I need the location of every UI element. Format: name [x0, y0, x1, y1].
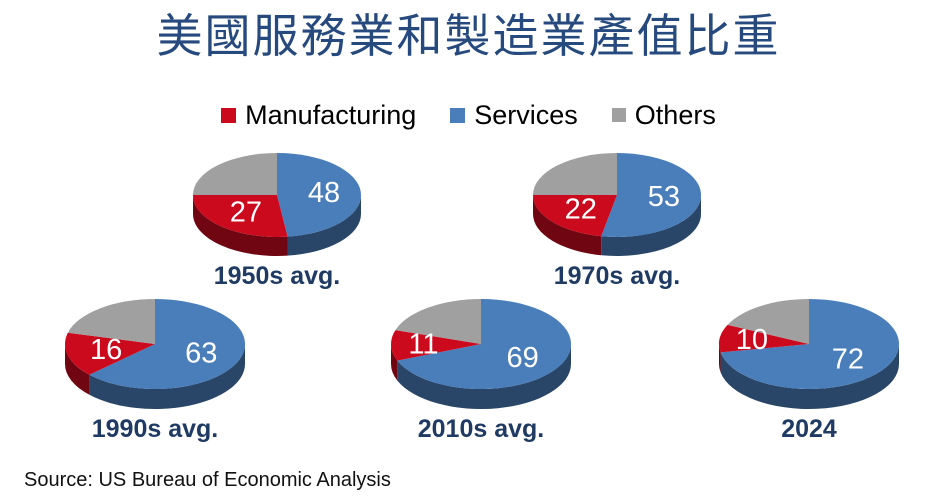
pie-slice-1950s-services[interactable] — [277, 153, 362, 237]
pie-side-1950s-manufacturing — [193, 195, 288, 256]
pie-slice-2024-manufacturing[interactable] — [719, 324, 809, 353]
pie-panel-1990s[interactable]: 63 16 1990s avg. — [58, 292, 252, 444]
pie-panel-1970s[interactable]: 53 22 1970s avg. — [526, 146, 708, 291]
pie-value-1950s-manufacturing: 27 — [230, 196, 262, 228]
page-title: 美國服務業和製造業產值比重 — [156, 9, 781, 63]
pie-slice-1950s-manufacturing[interactable] — [193, 195, 288, 237]
pie-slice-2010s-others[interactable] — [395, 299, 481, 344]
legend-label-services: Services — [474, 100, 578, 130]
pie-caption-2024: 2024 — [781, 415, 837, 443]
legend-item-manufacturing[interactable]: Manufacturing — [221, 100, 416, 130]
pie-value-1970s-services: 53 — [648, 181, 680, 213]
pie-value-2010s-services: 69 — [507, 342, 539, 374]
pie-value-1990s-services: 63 — [185, 338, 217, 370]
pie-panel-2024[interactable]: 72 10 2024 — [712, 292, 906, 444]
pie-slice-1970s-manufacturing[interactable] — [533, 195, 617, 237]
pie-panel-2010s[interactable]: 69 11 2010s avg. — [384, 292, 578, 444]
pie-slice-1990s-services[interactable] — [89, 299, 245, 389]
pie-chart-2024: 72 10 — [719, 299, 899, 410]
legend-label-manufacturing: Manufacturing — [245, 100, 417, 130]
legend-label-others: Others — [634, 100, 716, 130]
pie-slice-2010s-services[interactable] — [397, 299, 571, 389]
pie-slice-1970s-services[interactable] — [601, 153, 701, 237]
pie-side-2010s-services — [397, 344, 571, 409]
pie-slice-1990s-manufacturing[interactable] — [65, 332, 155, 375]
legend-item-services[interactable]: Services — [450, 100, 578, 130]
pie-chart-1970s: 53 22 — [533, 153, 701, 256]
pie-chart-1990s: 63 16 — [65, 299, 245, 409]
pie-panel-1950s[interactable]: 48 27 1950s avg. — [186, 146, 368, 291]
pie-slice-2024-services[interactable] — [720, 299, 899, 389]
pie-side-1990s-manufacturing — [65, 344, 90, 395]
pie-slice-2010s-manufacturing[interactable] — [391, 330, 481, 361]
pie-caption-2010s: 2010s avg. — [417, 415, 545, 443]
pie-caption-1970s: 1970s avg. — [553, 262, 681, 290]
pie-caption-1950s: 1950s avg. — [213, 262, 341, 290]
pie-value-2010s-manufacturing: 11 — [408, 329, 438, 361]
source-note: Source: US Bureau of Economic Analysis — [24, 469, 391, 491]
legend-swatch-others — [611, 108, 626, 122]
pie-value-1970s-manufacturing: 22 — [565, 194, 597, 226]
pie-side-1950s-services — [287, 195, 361, 256]
pie-slice-2024-others[interactable] — [727, 299, 809, 344]
legend-swatch-manufacturing — [221, 107, 237, 123]
pie-value-2024-services: 72 — [832, 344, 864, 376]
pie-side-1970s-manufacturing — [533, 195, 602, 256]
pie-side-2024-services — [720, 344, 899, 410]
pie-value-1950s-services: 48 — [308, 177, 340, 209]
legend-swatch-services — [450, 107, 466, 123]
pie-side-2024-manufacturing — [719, 344, 721, 373]
chart-legend: Manufacturing Services Others — [0, 100, 937, 130]
pie-chart-2010s: 69 11 — [391, 299, 571, 409]
pie-caption-1990s: 1990s avg. — [91, 415, 219, 443]
pie-side-2010s-manufacturing — [391, 344, 398, 381]
pie-value-1990s-manufacturing: 16 — [90, 334, 122, 366]
pie-chart-1950s: 48 27 — [193, 153, 362, 256]
pie-slice-1950s-others[interactable] — [193, 153, 277, 195]
pie-slice-1970s-others[interactable] — [533, 153, 617, 195]
legend-item-others[interactable]: Others — [611, 100, 716, 130]
pie-side-1990s-services — [89, 344, 245, 409]
pie-value-2024-manufacturing: 10 — [736, 324, 768, 356]
pie-slice-1990s-others[interactable] — [67, 299, 155, 344]
pie-side-1970s-services — [601, 195, 701, 256]
